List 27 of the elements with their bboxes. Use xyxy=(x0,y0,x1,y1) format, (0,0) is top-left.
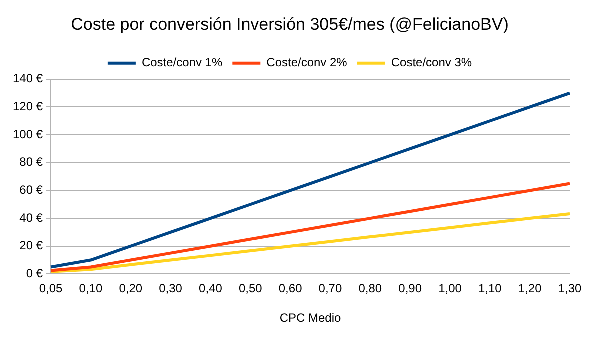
x-tick-label: 1,00 xyxy=(438,282,462,296)
y-tick-label: 40 € xyxy=(20,210,44,225)
legend-label: Coste/conv 2% xyxy=(266,56,348,70)
y-tick-label: 0 € xyxy=(26,266,44,281)
y-tick-label: 100 € xyxy=(13,127,44,142)
y-tick-label: 60 € xyxy=(20,183,44,198)
y-tick-label: 20 € xyxy=(20,238,44,253)
chart-title: Coste por conversión Inversión 305€/mes (@FelicianoBV) xyxy=(71,14,509,34)
y-tick-label: 80 € xyxy=(20,155,44,170)
x-tick-label: 0,80 xyxy=(358,282,382,296)
x-tick-label: 0,50 xyxy=(238,282,263,296)
x-tick-label: 0,60 xyxy=(278,282,303,296)
y-tick-label: 120 € xyxy=(13,100,44,114)
x-tick-label: 1,10 xyxy=(478,282,502,296)
x-axis-title: CPC Medio xyxy=(280,311,342,326)
x-tick-label: 1,20 xyxy=(518,282,542,296)
x-tick-label: 0,05 xyxy=(39,282,64,296)
x-tick-label: 1,30 xyxy=(558,282,582,296)
x-tick-label: 0,90 xyxy=(398,282,422,296)
x-tick-label: 0,70 xyxy=(318,282,342,296)
legend-label: Coste/conv 1% xyxy=(142,56,223,70)
y-tick-label: 140 € xyxy=(13,72,44,86)
x-tick-label: 0,30 xyxy=(159,282,183,296)
legend-label: Coste/conv 3% xyxy=(391,56,472,70)
x-tick-label: 0,20 xyxy=(119,282,143,296)
x-tick-label: 0,10 xyxy=(79,282,103,296)
x-tick-label: 0,40 xyxy=(199,282,223,296)
